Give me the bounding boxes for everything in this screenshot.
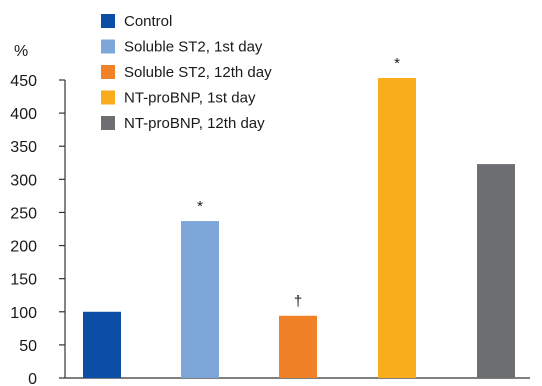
bar xyxy=(477,164,515,378)
y-tick-label: 400 xyxy=(10,106,37,123)
y-tick-label: 200 xyxy=(10,239,37,256)
legend-swatch xyxy=(101,116,115,130)
bar xyxy=(83,311,121,378)
legend-label: Soluble ST2, 1st day xyxy=(124,39,263,56)
bar-annotation: * xyxy=(197,198,203,215)
y-tick-label: 450 xyxy=(10,73,37,90)
bars: * † * xyxy=(83,55,515,378)
y-tick-label: 100 xyxy=(10,305,37,322)
bar-annotation: * xyxy=(394,55,400,72)
legend-swatch xyxy=(101,14,115,28)
legend-label: Soluble ST2, 12th day xyxy=(124,64,272,81)
legend-swatch xyxy=(101,65,115,79)
y-tick-label: 350 xyxy=(10,139,37,156)
y-tick-label: 150 xyxy=(10,272,37,289)
bar-annotation: † xyxy=(294,293,302,310)
legend-label: NT-proBNP, 12th day xyxy=(124,115,265,132)
bar xyxy=(181,221,219,378)
bar xyxy=(279,315,317,378)
y-axis: 0 50 100 150 200 250 300 350 400 450 xyxy=(10,73,530,386)
legend-swatch xyxy=(101,90,115,105)
legend-swatch xyxy=(101,39,115,54)
bar xyxy=(378,78,416,378)
y-axis-label: % xyxy=(14,43,28,60)
legend-label: NT-proBNP, 1st day xyxy=(124,90,256,107)
legend-label: Control xyxy=(124,13,172,30)
y-tick-label: 0 xyxy=(28,371,37,386)
legend: Control Soluble ST2, 1st day Soluble ST2, … xyxy=(101,13,272,132)
y-tick-label: 300 xyxy=(10,172,37,189)
y-tick-label: 250 xyxy=(10,205,37,222)
y-tick-label: 50 xyxy=(19,338,37,355)
